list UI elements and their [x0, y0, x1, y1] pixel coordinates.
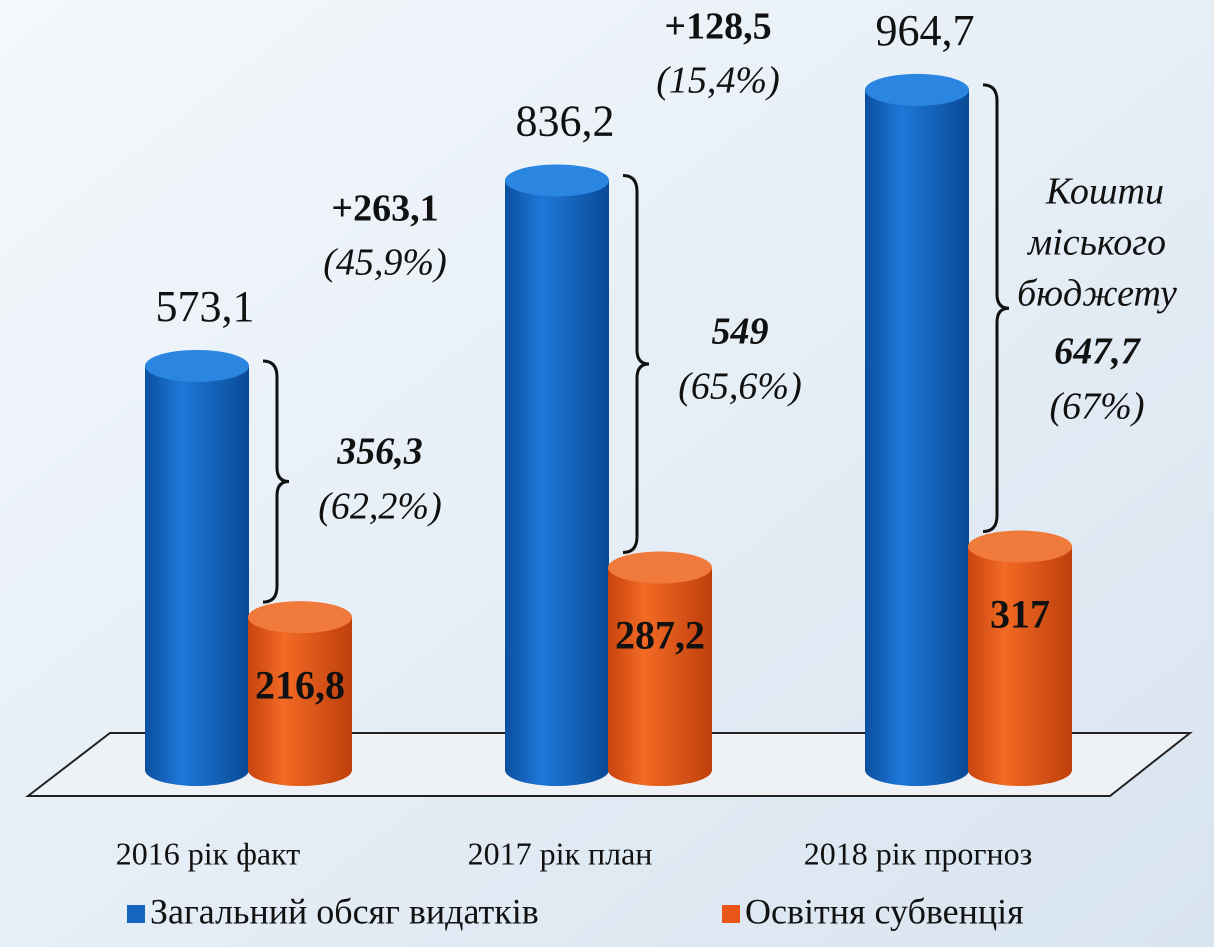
legend-label: Загальний обсяг видатків	[150, 891, 539, 931]
brace-title: міського	[1026, 222, 1166, 264]
brace-value: 356,3	[336, 431, 423, 473]
bar-top	[248, 601, 352, 634]
bar-top	[505, 164, 609, 197]
brace-share: (67%)	[1050, 386, 1145, 428]
legend-swatch	[127, 905, 145, 923]
change-share: (15,4%)	[656, 60, 779, 102]
brace	[982, 83, 1010, 534]
bar-top	[145, 349, 249, 382]
brace	[262, 359, 290, 604]
brace-value: 647,7	[1054, 331, 1142, 373]
value-label: 317	[990, 592, 1050, 637]
value-label: 836,2	[516, 97, 615, 146]
brace-title: Кошти	[1045, 171, 1164, 213]
brace-share: (65,6%)	[678, 366, 801, 408]
x-tick-label: 2018 рік прогноз	[804, 835, 1032, 871]
brace-share: (62,2%)	[318, 486, 441, 528]
bar	[865, 89, 969, 787]
legend-label: Освітня субвенція	[745, 891, 1024, 931]
change-value: +128,5	[664, 6, 771, 48]
bar-top	[968, 530, 1072, 563]
x-tick-label: 2017 рік план	[468, 835, 653, 871]
value-label: 287,2	[615, 613, 705, 658]
legend-swatch	[722, 905, 740, 923]
bar	[608, 567, 712, 786]
value-label: 216,8	[255, 662, 345, 707]
brace-title: бюджету	[1017, 273, 1177, 315]
bar-top	[865, 73, 969, 106]
change-share: (45,9%)	[323, 242, 446, 284]
change-value: +263,1	[331, 188, 438, 230]
bar	[505, 180, 609, 786]
brace	[622, 173, 650, 555]
value-label: 573,1	[156, 282, 255, 331]
brace-value: 549	[712, 311, 769, 353]
bar	[248, 617, 352, 786]
bar-top	[608, 551, 712, 584]
bar	[968, 546, 1072, 786]
x-tick-label: 2016 рік факт	[116, 835, 301, 871]
value-label: 964,7	[876, 6, 975, 55]
bar	[145, 365, 249, 786]
